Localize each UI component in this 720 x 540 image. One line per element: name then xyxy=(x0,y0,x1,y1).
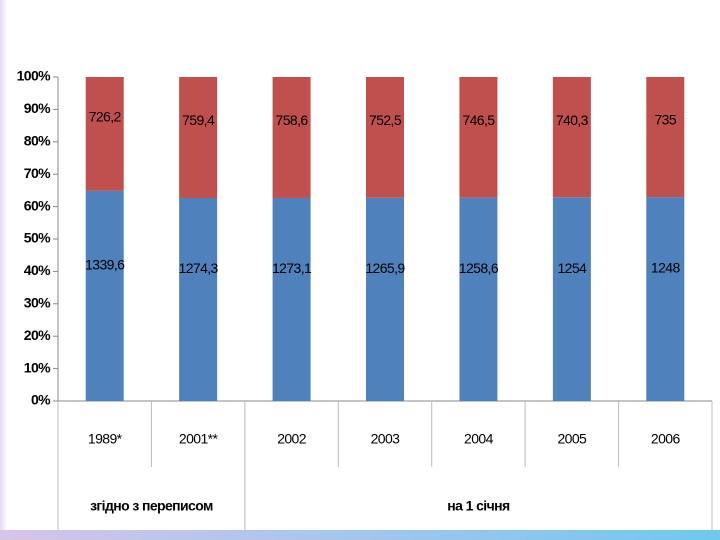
value-label: 1258,6 xyxy=(459,260,499,276)
x-tick-label: 2001** xyxy=(179,431,219,447)
value-label: 1339,6 xyxy=(85,257,125,273)
bar-segment xyxy=(85,77,124,191)
bar-segment xyxy=(646,77,685,198)
bar-segment xyxy=(646,197,685,401)
bar-segment xyxy=(272,197,311,401)
value-label: 735 xyxy=(655,112,677,128)
bar-segment xyxy=(179,77,218,198)
x-tick-label: 2004 xyxy=(464,431,494,447)
bar-segment xyxy=(552,197,591,401)
y-tick-label: 0% xyxy=(31,392,51,408)
bottom-strip xyxy=(0,530,720,540)
y-tick-label: 10% xyxy=(24,359,51,375)
y-tick-label: 70% xyxy=(24,165,51,181)
bar-segment xyxy=(366,197,404,401)
value-label: 1254 xyxy=(557,260,587,276)
y-tick-label: 80% xyxy=(24,133,51,149)
bar-segment xyxy=(459,197,498,401)
bar-segment xyxy=(179,197,218,401)
x-tick-label: 2006 xyxy=(651,431,681,447)
value-label: 1248 xyxy=(651,260,681,276)
y-tick-label: 100% xyxy=(17,68,52,84)
value-label: 752,5 xyxy=(369,112,402,128)
value-label: 740,3 xyxy=(556,112,589,128)
y-tick-label: 40% xyxy=(24,262,51,278)
value-label: 759,4 xyxy=(182,112,215,128)
y-tick-label: 50% xyxy=(24,230,51,246)
value-label: 1265,9 xyxy=(365,260,405,276)
x-tick-label: 1989* xyxy=(88,431,123,447)
value-label: 1273,1 xyxy=(272,260,312,276)
bar-segment xyxy=(459,77,498,198)
y-tick-label: 30% xyxy=(24,295,51,311)
bar-segment xyxy=(552,77,591,198)
x-tick-label: 2005 xyxy=(557,431,587,447)
y-tick-label: 60% xyxy=(24,197,51,213)
x-tick-label: 2003 xyxy=(371,431,401,447)
value-label: 726,2 xyxy=(89,109,122,125)
value-label: 746,5 xyxy=(462,112,495,128)
x-tick-label: 2002 xyxy=(277,431,307,447)
value-label: 758,6 xyxy=(276,112,309,128)
y-tick-label: 20% xyxy=(24,327,51,343)
bar-segment xyxy=(272,77,311,198)
group-label: згідно з переписом xyxy=(90,498,213,514)
y-tick-label: 90% xyxy=(24,100,51,116)
value-label: 1274,3 xyxy=(179,260,219,276)
bar-segment xyxy=(366,77,404,198)
bar-segment xyxy=(85,190,124,401)
group-label: на 1 січня xyxy=(447,498,510,514)
